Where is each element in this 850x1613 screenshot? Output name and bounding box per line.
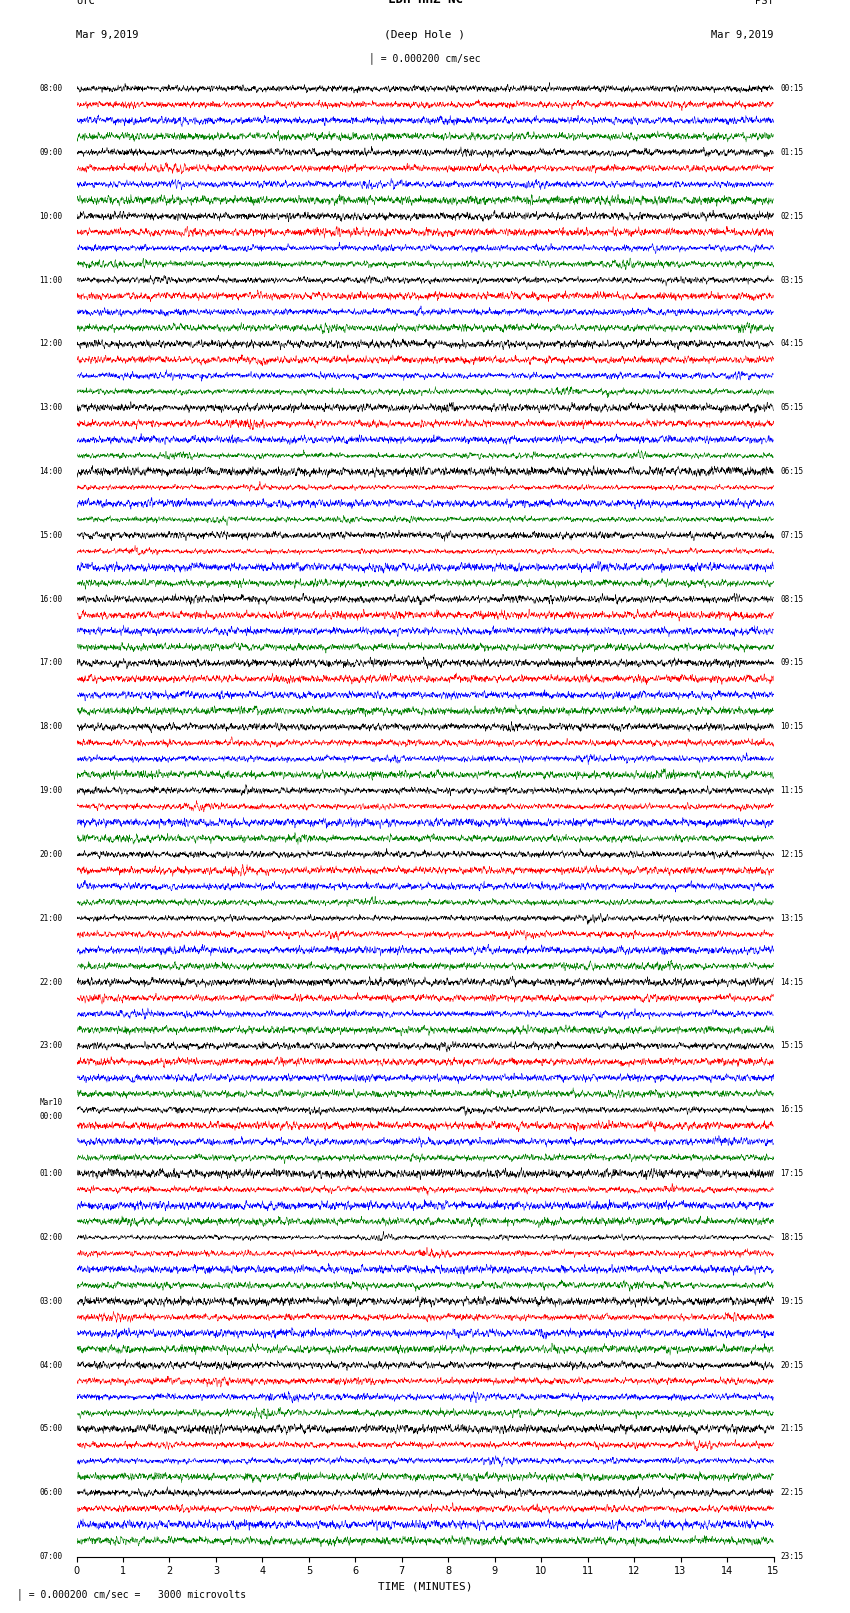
Text: 19:00: 19:00 [39, 786, 63, 795]
Text: 17:00: 17:00 [39, 658, 63, 668]
Text: 03:15: 03:15 [780, 276, 803, 284]
Text: LDH HHZ NC: LDH HHZ NC [388, 0, 462, 6]
Text: 17:15: 17:15 [780, 1169, 803, 1177]
Text: 12:15: 12:15 [780, 850, 803, 860]
Text: 23:15: 23:15 [780, 1552, 803, 1561]
Text: 21:00: 21:00 [39, 915, 63, 923]
Text: 10:00: 10:00 [39, 211, 63, 221]
Text: 15:15: 15:15 [780, 1042, 803, 1050]
Text: │ = 0.000200 cm/sec: │ = 0.000200 cm/sec [369, 52, 481, 63]
Text: 16:00: 16:00 [39, 595, 63, 603]
Text: Mar 9,2019: Mar 9,2019 [711, 31, 774, 40]
Text: 19:15: 19:15 [780, 1297, 803, 1307]
Text: │ = 0.000200 cm/sec =   3000 microvolts: │ = 0.000200 cm/sec = 3000 microvolts [17, 1589, 246, 1600]
Text: 13:15: 13:15 [780, 915, 803, 923]
Text: 12:00: 12:00 [39, 339, 63, 348]
Text: 22:00: 22:00 [39, 977, 63, 987]
Text: 23:00: 23:00 [39, 1042, 63, 1050]
Text: 20:15: 20:15 [780, 1361, 803, 1369]
Text: 09:00: 09:00 [39, 148, 63, 156]
Text: 00:00: 00:00 [39, 1111, 63, 1121]
Text: UTC: UTC [76, 0, 95, 6]
Text: 09:15: 09:15 [780, 658, 803, 668]
Text: 22:15: 22:15 [780, 1489, 803, 1497]
Text: 21:15: 21:15 [780, 1424, 803, 1434]
Text: 08:15: 08:15 [780, 595, 803, 603]
Text: 01:15: 01:15 [780, 148, 803, 156]
Text: 04:15: 04:15 [780, 339, 803, 348]
Text: 05:00: 05:00 [39, 1424, 63, 1434]
Text: 06:00: 06:00 [39, 1489, 63, 1497]
Text: 16:15: 16:15 [780, 1105, 803, 1115]
Text: 03:00: 03:00 [39, 1297, 63, 1307]
Text: PST: PST [755, 0, 774, 6]
Text: 14:00: 14:00 [39, 468, 63, 476]
X-axis label: TIME (MINUTES): TIME (MINUTES) [377, 1582, 473, 1592]
Text: 06:15: 06:15 [780, 468, 803, 476]
Text: 07:15: 07:15 [780, 531, 803, 540]
Text: 01:00: 01:00 [39, 1169, 63, 1177]
Text: 02:15: 02:15 [780, 211, 803, 221]
Text: Mar 9,2019: Mar 9,2019 [76, 31, 139, 40]
Text: Mar10: Mar10 [39, 1098, 63, 1108]
Text: 11:15: 11:15 [780, 786, 803, 795]
Text: 15:00: 15:00 [39, 531, 63, 540]
Text: 04:00: 04:00 [39, 1361, 63, 1369]
Text: 05:15: 05:15 [780, 403, 803, 413]
Text: 18:15: 18:15 [780, 1232, 803, 1242]
Text: 14:15: 14:15 [780, 977, 803, 987]
Text: 10:15: 10:15 [780, 723, 803, 731]
Text: 13:00: 13:00 [39, 403, 63, 413]
Text: 08:00: 08:00 [39, 84, 63, 94]
Text: 00:15: 00:15 [780, 84, 803, 94]
Text: 18:00: 18:00 [39, 723, 63, 731]
Text: 02:00: 02:00 [39, 1232, 63, 1242]
Text: 07:00: 07:00 [39, 1552, 63, 1561]
Text: (Deep Hole ): (Deep Hole ) [384, 31, 466, 40]
Text: 11:00: 11:00 [39, 276, 63, 284]
Text: 20:00: 20:00 [39, 850, 63, 860]
